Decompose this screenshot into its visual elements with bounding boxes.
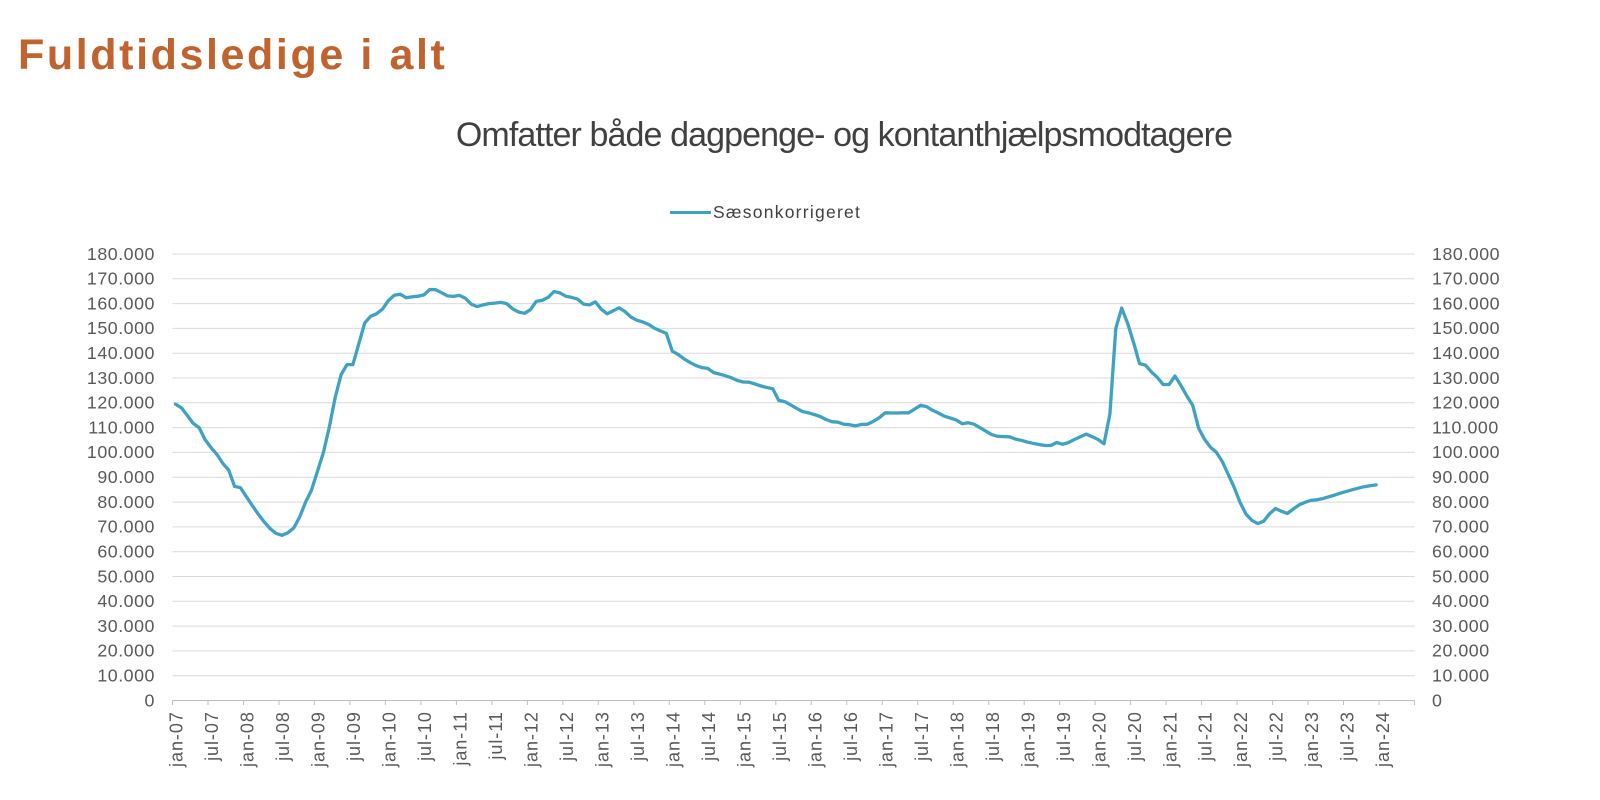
svg-text:60.000: 60.000	[1432, 542, 1490, 562]
svg-text:30.000: 30.000	[97, 616, 155, 636]
svg-text:130.000: 130.000	[1432, 368, 1500, 388]
svg-text:170.000: 170.000	[87, 269, 155, 289]
svg-text:100.000: 100.000	[1432, 442, 1500, 462]
svg-text:110.000: 110.000	[88, 417, 155, 437]
svg-text:jan-19: jan-19	[1018, 711, 1038, 768]
svg-text:10.000: 10.000	[97, 666, 155, 686]
svg-text:140.000: 140.000	[1432, 343, 1500, 363]
svg-text:jan-07: jan-07	[167, 711, 187, 768]
svg-text:150.000: 150.000	[1432, 318, 1500, 338]
svg-text:jul-12: jul-12	[557, 711, 577, 762]
svg-text:jul-23: jul-23	[1338, 711, 1358, 762]
svg-text:jul-20: jul-20	[1125, 711, 1145, 762]
svg-text:180.000: 180.000	[87, 244, 155, 264]
svg-text:jan-17: jan-17	[876, 711, 896, 768]
svg-text:80.000: 80.000	[1432, 492, 1490, 512]
svg-text:jan-15: jan-15	[734, 711, 754, 768]
svg-text:jul-16: jul-16	[841, 711, 861, 762]
svg-text:jan-09: jan-09	[309, 711, 329, 768]
svg-text:jul-10: jul-10	[415, 711, 435, 762]
svg-text:70.000: 70.000	[97, 517, 155, 537]
svg-text:jan-14: jan-14	[664, 711, 684, 768]
svg-text:0: 0	[145, 690, 155, 710]
svg-text:90.000: 90.000	[97, 467, 155, 487]
svg-text:160.000: 160.000	[1432, 293, 1500, 313]
svg-text:jul-21: jul-21	[1196, 711, 1216, 762]
svg-text:40.000: 40.000	[1432, 591, 1490, 611]
svg-text:jul-14: jul-14	[699, 711, 719, 762]
svg-text:jan-10: jan-10	[380, 711, 400, 768]
svg-text:jan-22: jan-22	[1231, 711, 1251, 768]
svg-text:jul-17: jul-17	[912, 711, 932, 762]
svg-text:jan-18: jan-18	[947, 711, 967, 768]
svg-text:80.000: 80.000	[97, 492, 155, 512]
svg-text:jul-19: jul-19	[1054, 711, 1074, 762]
svg-text:170.000: 170.000	[1432, 269, 1500, 289]
svg-text:10.000: 10.000	[1432, 666, 1490, 686]
svg-text:jul-13: jul-13	[628, 711, 648, 762]
svg-text:jan-24: jan-24	[1373, 711, 1393, 768]
svg-text:jan-21: jan-21	[1160, 711, 1180, 768]
svg-text:jul-22: jul-22	[1267, 711, 1287, 762]
svg-text:70.000: 70.000	[1432, 517, 1490, 537]
svg-text:140.000: 140.000	[87, 343, 155, 363]
svg-text:20.000: 20.000	[1432, 641, 1490, 661]
svg-text:jan-16: jan-16	[805, 711, 825, 768]
svg-text:40.000: 40.000	[97, 591, 155, 611]
svg-text:jul-08: jul-08	[273, 711, 293, 762]
svg-text:jan-11: jan-11	[451, 711, 471, 766]
svg-text:90.000: 90.000	[1432, 467, 1490, 487]
svg-text:120.000: 120.000	[1432, 393, 1500, 413]
svg-text:20.000: 20.000	[97, 641, 155, 661]
svg-text:120.000: 120.000	[87, 393, 155, 413]
svg-text:100.000: 100.000	[87, 442, 155, 462]
svg-text:jan-20: jan-20	[1089, 711, 1109, 768]
svg-text:jan-23: jan-23	[1302, 711, 1322, 768]
svg-text:jan-12: jan-12	[522, 711, 542, 768]
svg-text:jan-08: jan-08	[238, 711, 258, 768]
svg-text:jul-15: jul-15	[770, 711, 790, 762]
svg-text:130.000: 130.000	[87, 368, 155, 388]
svg-text:180.000: 180.000	[1432, 244, 1500, 264]
svg-text:jul-07: jul-07	[202, 711, 222, 762]
svg-text:50.000: 50.000	[1432, 566, 1490, 586]
svg-text:jul-09: jul-09	[344, 711, 364, 762]
svg-text:60.000: 60.000	[97, 542, 155, 562]
svg-text:0: 0	[1432, 690, 1442, 710]
svg-text:30.000: 30.000	[1432, 616, 1490, 636]
svg-text:jul-18: jul-18	[983, 711, 1003, 762]
svg-text:150.000: 150.000	[87, 318, 155, 338]
svg-text:jan-13: jan-13	[593, 711, 613, 768]
svg-text:jul-11: jul-11	[486, 711, 506, 760]
svg-text:50.000: 50.000	[97, 566, 155, 586]
svg-text:110.000: 110.000	[1432, 417, 1499, 437]
svg-text:160.000: 160.000	[87, 293, 155, 313]
